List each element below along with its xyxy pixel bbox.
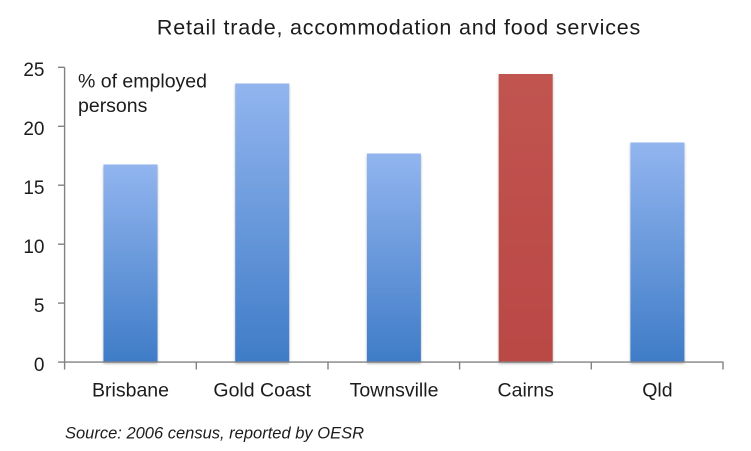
svg-text:5: 5 [34,296,45,317]
svg-text:Retail trade, accommodation an: Retail trade, accommodation and food ser… [157,16,641,40]
svg-text:Cairns: Cairns [498,380,555,402]
svg-text:persons: persons [78,95,148,117]
svg-text:0: 0 [34,355,45,376]
svg-text:Brisbane: Brisbane [92,380,169,402]
svg-text:Gold Coast: Gold Coast [213,380,311,402]
svg-text:10: 10 [23,237,44,258]
svg-text:20: 20 [23,119,44,140]
svg-text:Townsville: Townsville [350,380,439,402]
svg-text:15: 15 [23,178,44,199]
svg-text:Qld: Qld [642,380,672,402]
svg-text:Source: 2006 census, reported: Source: 2006 census, reported by OESR [65,425,364,443]
svg-text:25: 25 [23,60,44,81]
svg-text:% of employed: % of employed [78,71,207,93]
